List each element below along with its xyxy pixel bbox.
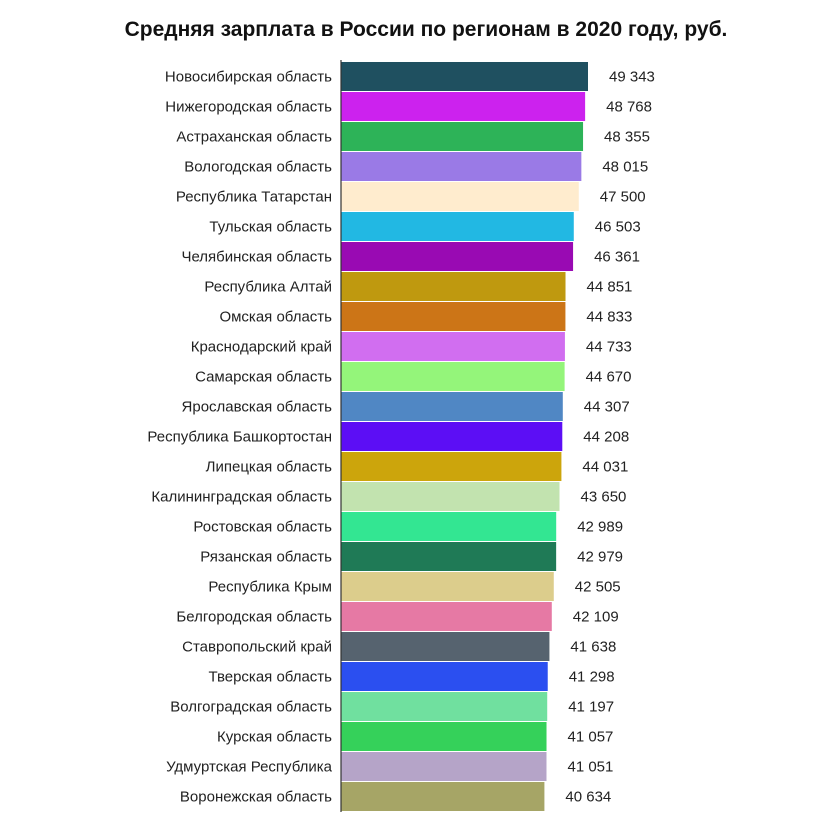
- value-label: 43 650: [581, 489, 627, 506]
- category-labels: Новосибирская область Нижегородская облас…: [147, 69, 332, 806]
- category-label: Белгородская область: [176, 609, 332, 626]
- category-label: Новосибирская область: [165, 69, 332, 86]
- value-label: 44 208: [583, 429, 629, 446]
- category-label: Тульская область: [209, 219, 332, 236]
- value-label: 44 307: [584, 399, 630, 416]
- bar-24: [341, 752, 547, 781]
- bar-13: [341, 422, 563, 451]
- bar-16: [341, 512, 557, 541]
- category-label: Самарская область: [195, 369, 332, 386]
- value-label: 41 298: [569, 669, 615, 686]
- category-label: Курская область: [217, 729, 332, 746]
- bar-10: [341, 332, 565, 361]
- bar-25: [341, 782, 545, 811]
- bars-layer: [341, 62, 588, 811]
- bar-23: [341, 722, 547, 751]
- category-label: Нижегородская область: [165, 99, 332, 116]
- category-label: Ставропольский край: [182, 639, 332, 656]
- bar-17: [341, 542, 557, 571]
- value-label: 42 989: [577, 519, 623, 536]
- value-label: 42 109: [573, 609, 619, 626]
- value-label: 42 979: [577, 549, 623, 566]
- category-label: Удмуртская Республика: [166, 759, 333, 776]
- category-label: Омская область: [219, 309, 332, 326]
- category-label: Республика Татарстан: [176, 189, 332, 206]
- bar-20: [341, 632, 550, 661]
- value-label: 42 505: [575, 579, 621, 596]
- category-label: Липецкая область: [206, 459, 333, 476]
- category-label: Республика Алтай: [204, 279, 332, 296]
- bar-12: [341, 392, 563, 421]
- value-label: 48 768: [606, 99, 652, 116]
- value-label: 41 197: [568, 699, 614, 716]
- value-label: 44 670: [586, 369, 632, 386]
- bar-8: [341, 272, 566, 301]
- bar-21: [341, 662, 548, 691]
- bar-19: [341, 602, 552, 631]
- value-label: 49 343: [609, 69, 655, 86]
- category-label: Калининградская область: [151, 489, 332, 506]
- category-label: Республика Крым: [208, 579, 332, 596]
- value-label: 47 500: [600, 189, 646, 206]
- category-label: Вологодская область: [184, 159, 332, 176]
- category-label: Ростовская область: [193, 519, 332, 536]
- value-label: 44 733: [586, 339, 632, 356]
- bar-15: [341, 482, 560, 511]
- bar-1: [341, 62, 588, 91]
- bar-3: [341, 122, 584, 151]
- bar-11: [341, 362, 565, 391]
- value-label: 48 015: [602, 159, 648, 176]
- value-label: 41 057: [568, 729, 614, 746]
- category-label: Тверская область: [208, 669, 332, 686]
- value-label: 48 355: [604, 129, 650, 146]
- category-label: Ярославская область: [182, 399, 333, 416]
- value-label: 46 361: [594, 249, 640, 266]
- category-label: Рязанская область: [200, 549, 332, 566]
- bar-22: [341, 692, 548, 721]
- value-label: 44 833: [586, 309, 632, 326]
- category-label: Астраханская область: [176, 129, 332, 146]
- category-label: Волгоградская область: [170, 699, 332, 716]
- bar-2: [341, 92, 586, 121]
- category-label: Воронежская область: [180, 789, 332, 806]
- value-labels: 49 343 48 768 48 355 48 015 47 500 46 503 46 3…: [565, 69, 654, 806]
- bar-6: [341, 212, 574, 241]
- value-label: 41 638: [570, 639, 616, 656]
- bar-4: [341, 152, 582, 181]
- bar-18: [341, 572, 554, 601]
- value-label: 40 634: [565, 789, 611, 806]
- category-label: Краснодарский край: [191, 339, 332, 356]
- value-label: 41 051: [567, 759, 613, 776]
- value-label: 44 851: [587, 279, 633, 296]
- category-label: Республика Башкортостан: [147, 429, 332, 446]
- bar-7: [341, 242, 574, 271]
- chart-title: Средняя зарплата в России по регионам в …: [124, 18, 728, 41]
- value-label: 46 503: [595, 219, 641, 236]
- value-label: 44 031: [582, 459, 628, 476]
- bar-5: [341, 182, 579, 211]
- bar-9: [341, 302, 566, 331]
- bar-14: [341, 452, 562, 481]
- category-label: Челябинская область: [181, 249, 332, 266]
